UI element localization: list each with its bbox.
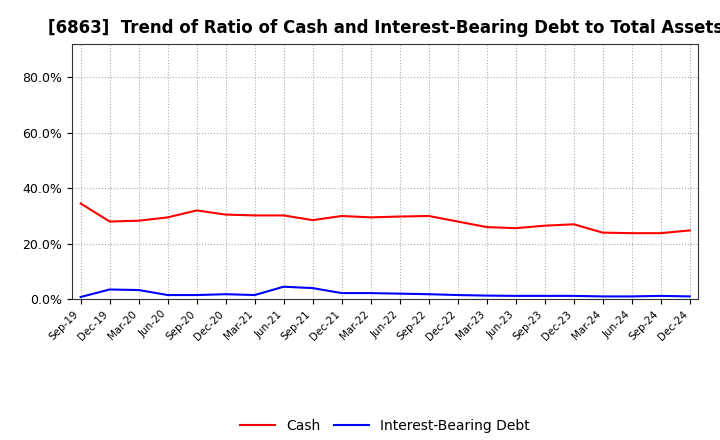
Cash bbox=[482, 224, 491, 230]
Cash bbox=[570, 222, 578, 227]
Interest-Bearing Debt bbox=[511, 293, 520, 298]
Interest-Bearing Debt bbox=[338, 290, 346, 296]
Interest-Bearing Debt bbox=[192, 293, 201, 298]
Cash bbox=[105, 219, 114, 224]
Cash bbox=[279, 213, 288, 218]
Cash bbox=[338, 213, 346, 219]
Line: Interest-Bearing Debt: Interest-Bearing Debt bbox=[81, 287, 690, 297]
Interest-Bearing Debt bbox=[541, 293, 549, 298]
Title: [6863]  Trend of Ratio of Cash and Interest-Bearing Debt to Total Assets: [6863] Trend of Ratio of Cash and Intere… bbox=[48, 19, 720, 37]
Interest-Bearing Debt bbox=[454, 293, 462, 298]
Cash bbox=[627, 231, 636, 236]
Interest-Bearing Debt bbox=[424, 292, 433, 297]
Interest-Bearing Debt bbox=[308, 286, 317, 291]
Interest-Bearing Debt bbox=[251, 293, 259, 298]
Cash bbox=[511, 226, 520, 231]
Cash bbox=[308, 217, 317, 223]
Cash bbox=[163, 215, 172, 220]
Interest-Bearing Debt bbox=[135, 287, 143, 293]
Cash bbox=[366, 215, 375, 220]
Interest-Bearing Debt bbox=[482, 293, 491, 298]
Cash bbox=[424, 213, 433, 219]
Interest-Bearing Debt bbox=[105, 287, 114, 292]
Interest-Bearing Debt bbox=[570, 293, 578, 298]
Cash bbox=[76, 201, 85, 206]
Interest-Bearing Debt bbox=[279, 284, 288, 290]
Cash bbox=[541, 223, 549, 228]
Interest-Bearing Debt bbox=[163, 293, 172, 298]
Interest-Bearing Debt bbox=[76, 294, 85, 300]
Interest-Bearing Debt bbox=[598, 294, 607, 299]
Legend: Cash, Interest-Bearing Debt: Cash, Interest-Bearing Debt bbox=[235, 413, 536, 438]
Cash bbox=[135, 218, 143, 224]
Interest-Bearing Debt bbox=[366, 290, 375, 296]
Cash bbox=[685, 228, 694, 233]
Cash bbox=[598, 230, 607, 235]
Line: Cash: Cash bbox=[81, 203, 690, 233]
Cash bbox=[395, 214, 404, 219]
Interest-Bearing Debt bbox=[685, 294, 694, 299]
Interest-Bearing Debt bbox=[657, 293, 665, 298]
Cash bbox=[192, 208, 201, 213]
Cash bbox=[454, 219, 462, 224]
Cash bbox=[657, 231, 665, 236]
Interest-Bearing Debt bbox=[627, 294, 636, 299]
Cash bbox=[221, 212, 230, 217]
Cash bbox=[251, 213, 259, 218]
Interest-Bearing Debt bbox=[221, 292, 230, 297]
Interest-Bearing Debt bbox=[395, 291, 404, 296]
